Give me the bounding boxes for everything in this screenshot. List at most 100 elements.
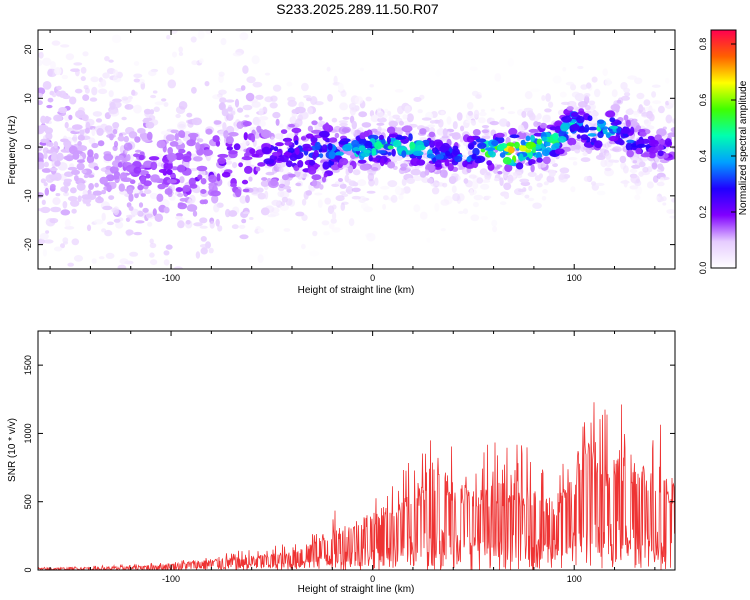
spectral-blob — [38, 51, 44, 59]
spectral-blob — [314, 141, 321, 151]
spectral-blob — [297, 160, 304, 168]
spectral-blob — [238, 224, 246, 229]
spectral-blob — [619, 155, 627, 164]
spectral-blob — [525, 149, 532, 153]
spectral-blob — [305, 133, 314, 139]
spectral-blob — [376, 110, 384, 119]
spectral-blob — [348, 165, 354, 174]
spectral-blob — [161, 304, 166, 312]
spectral-blob — [126, 186, 134, 195]
spectral-blob — [480, 216, 488, 221]
spectral-blob — [467, 110, 474, 116]
spectral-blob — [366, 232, 376, 242]
spectral-blob — [655, 145, 664, 151]
spectral-blob — [79, 129, 85, 136]
spectral-blob — [469, 188, 474, 196]
spectral-blob — [454, 155, 463, 163]
spectral-blob — [135, 220, 145, 224]
spectral-blob — [294, 106, 306, 114]
spectral-blob — [200, 247, 208, 255]
colorbar-tick-label: 0.4 — [698, 150, 708, 163]
spectral-blob — [80, 76, 86, 82]
spectral-blob — [597, 119, 605, 125]
spectral-blob — [93, 153, 99, 160]
spectral-blob — [97, 140, 105, 147]
spectral-blob — [230, 183, 237, 188]
spectral-blob — [228, 132, 239, 137]
spectral-blob — [496, 164, 503, 168]
spectral-blob — [86, 224, 92, 232]
spectral-blob — [545, 93, 551, 102]
spectral-blob — [471, 119, 477, 126]
spectral-blob — [350, 128, 356, 135]
spectral-blob — [447, 163, 454, 172]
spectral-blob — [471, 90, 479, 97]
spectral-blob — [110, 182, 117, 187]
spectral-blob — [115, 221, 124, 229]
spectral-blob — [438, 119, 444, 128]
spectral-blob — [128, 206, 134, 211]
spectral-blob — [331, 227, 341, 233]
spectral-blob — [93, 166, 99, 171]
spectral-blob — [200, 189, 207, 194]
spectral-blob — [91, 142, 99, 149]
spectral-blob — [174, 152, 185, 161]
colorbar-ticks: 0.0 0.2 0.4 0.6 0.8 — [698, 38, 736, 274]
spectral-blob — [146, 131, 153, 141]
spectral-blob — [109, 101, 116, 110]
spectral-blob — [531, 147, 537, 154]
spectral-blob — [621, 95, 630, 101]
spectral-blob — [153, 295, 160, 299]
spectral-blob — [221, 171, 231, 178]
spectral-blob — [281, 174, 290, 181]
spectral-blob — [119, 258, 129, 265]
spectral-blob — [222, 122, 227, 131]
spectral-blob — [255, 94, 264, 100]
spectral-blob — [47, 97, 54, 103]
spectral-blob — [259, 120, 266, 127]
spectral-blob — [369, 84, 375, 88]
spectral-blob — [594, 182, 605, 186]
spectral-blob — [561, 101, 570, 105]
spectral-blob — [481, 179, 491, 183]
spectral-blob — [138, 128, 146, 134]
spectral-blob — [562, 66, 567, 72]
spectral-blob — [641, 171, 650, 176]
spectral-blob — [440, 228, 446, 232]
spectral-blob — [273, 146, 279, 152]
spectral-blob — [153, 106, 160, 113]
spectral-blob — [301, 243, 306, 250]
spectral-blob — [178, 307, 185, 310]
spectral-blob — [302, 143, 311, 149]
spectral-blob — [378, 134, 384, 140]
spectral-blob — [179, 313, 187, 321]
spectral-blob — [427, 178, 434, 184]
spectral-blob — [88, 137, 96, 145]
spectral-blob — [167, 163, 173, 170]
spectral-blob — [516, 131, 527, 140]
spectral-blob — [272, 151, 281, 157]
spectral-blob — [52, 281, 59, 287]
spectral-blob — [530, 88, 541, 93]
spectral-blob — [400, 166, 407, 171]
spectral-blob — [283, 152, 292, 156]
spectral-blob — [223, 130, 229, 139]
spectral-blob — [257, 129, 265, 134]
x-tick-label: 100 — [567, 574, 582, 584]
spectral-blob — [634, 179, 642, 187]
spectral-blob — [139, 272, 148, 276]
spectral-blob — [112, 122, 120, 129]
spectral-blob — [128, 193, 134, 202]
spectral-blob — [401, 150, 407, 158]
spectral-blob — [519, 144, 528, 152]
spectral-blob — [282, 137, 293, 143]
spectral-blob — [188, 132, 199, 138]
spectrogram-xlabel: Height of straight line (km) — [298, 285, 415, 296]
spectral-blob — [507, 57, 515, 67]
spectral-blob — [70, 68, 80, 72]
spectral-blob — [631, 157, 640, 165]
spectral-blob — [338, 178, 343, 182]
spectral-blob — [300, 171, 310, 179]
spectral-blob — [623, 114, 629, 121]
spectral-blob — [169, 173, 176, 178]
